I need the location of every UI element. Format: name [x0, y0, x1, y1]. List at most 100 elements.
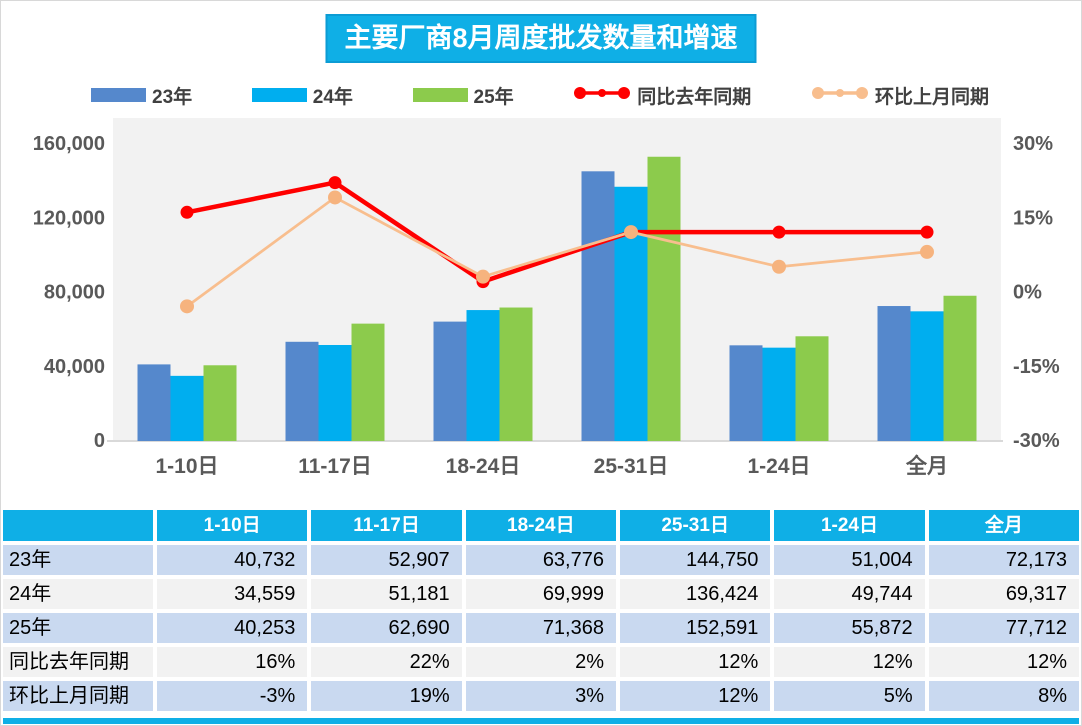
x-axis-label: 1-24日	[747, 455, 810, 478]
table-cell: 55,872	[774, 613, 925, 643]
bar	[614, 186, 648, 441]
legend-bar-swatch-icon	[91, 88, 146, 102]
table-cell: 71,368	[465, 613, 616, 643]
chart-legend: 23年 24年 25年 同比去年同期 环比上月同期	[91, 81, 989, 109]
x-axis-label: 25-31日	[594, 455, 669, 478]
right-axis-tick: 30%	[1013, 133, 1053, 155]
line-marker	[328, 176, 342, 190]
left-axis-tick: 120,000	[33, 207, 105, 229]
line-marker	[920, 225, 934, 239]
line-marker	[772, 225, 786, 239]
x-axis-label: 11-17日	[298, 455, 372, 478]
table-bottom-accent-bar	[3, 718, 1079, 724]
left-axis-tick: 160,000	[33, 133, 105, 155]
table-header-cell: 1-24日	[774, 510, 925, 541]
right-axis-tick: 15%	[1013, 207, 1053, 229]
table-cell: 12%	[619, 681, 771, 711]
bar	[137, 364, 171, 441]
bar	[499, 307, 533, 441]
table-cell: 12%	[928, 647, 1079, 677]
bar	[466, 310, 500, 441]
plot-area	[113, 118, 1001, 442]
bar	[910, 311, 944, 441]
legend-label: 环比上月同期	[874, 86, 989, 108]
table-cell: 144,750	[619, 545, 771, 575]
table-cell: 34,559	[157, 579, 308, 609]
legend-item-5: 环比上月同期	[811, 82, 989, 109]
table-cell: 40,732	[157, 545, 308, 575]
table-cell: -3%	[157, 681, 308, 711]
line-marker	[180, 205, 194, 219]
table-cell: 22%	[311, 647, 462, 677]
table-header-cell: 1-10日	[157, 510, 308, 541]
legend-label: 同比去年同期	[637, 86, 752, 108]
bar	[351, 323, 385, 441]
bar	[318, 344, 352, 441]
x-axis-label: 全月	[905, 454, 948, 478]
table-cell: 69,999	[465, 579, 616, 609]
table-cell: 5%	[774, 681, 925, 711]
chart-canvas: 160,000 120,000 80,000 40,000 0 30% 15% 0% -15% -…	[33, 118, 1060, 478]
table-cell: 19%	[311, 681, 462, 711]
bar	[433, 321, 467, 441]
table-header-corner	[3, 510, 153, 541]
line-series-环比上月同期	[180, 190, 934, 314]
bar-series-23年	[137, 171, 911, 442]
bar	[203, 365, 237, 441]
table-cell: 72,173	[928, 545, 1079, 575]
bar	[729, 345, 763, 441]
bar	[762, 347, 796, 441]
bar-series-25年	[203, 156, 977, 441]
line-marker	[920, 244, 934, 259]
bar	[581, 171, 615, 442]
line-marker	[476, 269, 490, 284]
left-axis-tick: 80,000	[44, 282, 105, 304]
x-axis-label: 1-10日	[155, 455, 218, 478]
table-header-cell: 11-17日	[311, 510, 462, 541]
legend-bar-swatch-icon	[412, 88, 468, 102]
left-axis-tick: 40,000	[44, 356, 105, 378]
table-cell: 49,744	[774, 579, 925, 609]
line-path	[185, 196, 929, 308]
line-path	[184, 180, 930, 284]
table-cell: 40,253	[157, 613, 308, 643]
legend-item-3: 25年	[412, 82, 514, 109]
table-cell: 63,776	[465, 545, 616, 575]
table-cell: 8%	[928, 681, 1079, 711]
table-cell: 12%	[619, 647, 771, 677]
table-cell: 16%	[157, 647, 308, 677]
table-header-cell: 全月	[928, 510, 1079, 541]
right-axis-tick: 0%	[1013, 282, 1042, 304]
legend-label: 24年	[312, 86, 353, 108]
table-row-label: 24年	[3, 579, 153, 609]
table-cell: 69,317	[928, 579, 1079, 609]
table-cell: 152,591	[619, 613, 771, 643]
x-axis-label: 18-24日	[446, 455, 521, 478]
legend-label: 23年	[152, 86, 193, 108]
table-cell: 3%	[465, 681, 616, 711]
right-axis-tick: -15%	[1013, 356, 1060, 378]
bar-series-24年	[170, 186, 944, 441]
table-header-cell: 18-24日	[465, 510, 616, 541]
line-marker	[180, 299, 194, 314]
line-marker	[328, 190, 342, 205]
table-cell: 51,181	[311, 579, 462, 609]
table-cell: 51,004	[774, 545, 925, 575]
bar	[943, 295, 977, 441]
bar	[170, 375, 204, 441]
bar	[877, 306, 911, 441]
chart-title: 主要厂商8月周度批发数量和增速	[325, 14, 757, 63]
bar	[647, 156, 681, 441]
legend-line-marker-icon	[573, 85, 631, 106]
table-header-cell: 25-31日	[619, 510, 771, 541]
line-marker	[624, 225, 638, 240]
table-cell: 77,712	[928, 613, 1079, 643]
table-cell: 52,907	[311, 545, 462, 575]
legend-bar-swatch-icon	[251, 88, 307, 102]
table-cell: 12%	[774, 647, 925, 677]
data-table: 1-10日 11-17日 18-24日 25-31日 1-24日 全月 23年 40,732 5…	[3, 510, 1079, 711]
line-marker	[772, 259, 786, 274]
table-cell: 62,690	[311, 613, 462, 643]
legend-item-4: 同比去年同期	[573, 82, 751, 109]
